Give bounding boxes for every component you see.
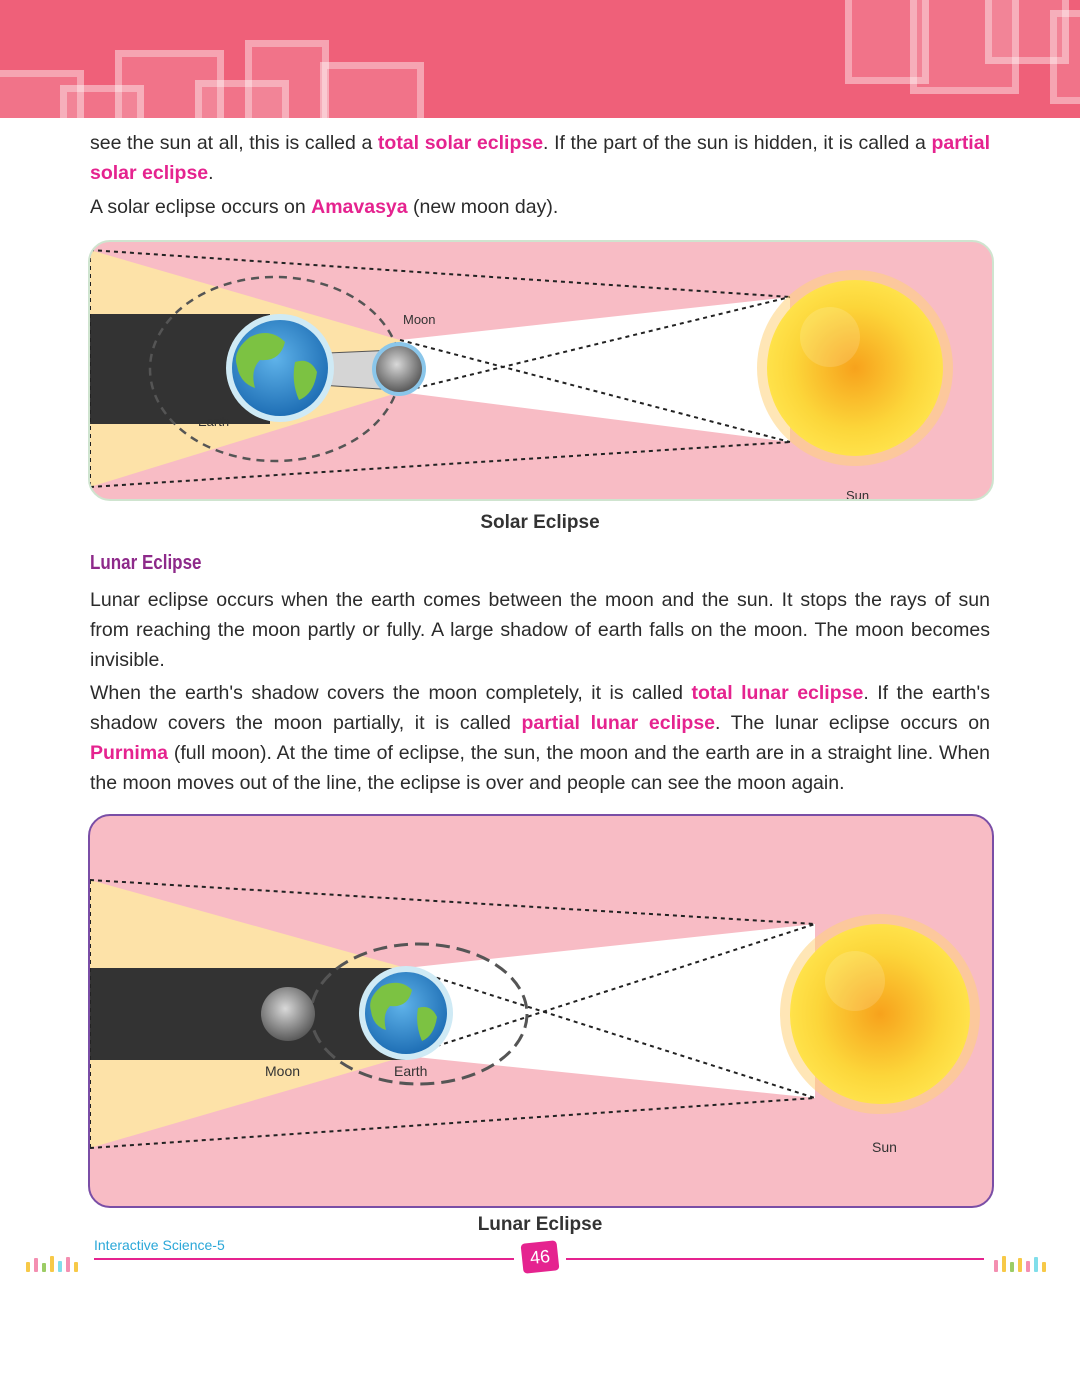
text-run: . xyxy=(208,162,214,184)
highlighted-term: total lunar eclipse xyxy=(691,682,864,704)
text-run: When the earth's shadow covers the moon … xyxy=(90,682,692,704)
highlighted-term: partial lunar eclipse xyxy=(521,712,716,734)
sun-icon xyxy=(757,270,953,466)
highlighted-term: Amavasya xyxy=(311,196,408,218)
footer-rule-right xyxy=(566,1258,984,1260)
text-run: . If the earth's shadow covers the moon … xyxy=(90,682,990,734)
earth-label: Earth xyxy=(198,414,230,429)
text-run: A solar eclipse occurs on xyxy=(90,196,312,218)
highlighted-term: Purnima xyxy=(90,742,169,764)
text-run: . If the part of the sun is hidden, it i… xyxy=(543,132,932,154)
lunar-paragraph-2: When the earth's shadow covers the moon … xyxy=(90,678,990,798)
lunar-sun-label: Sun xyxy=(872,1139,897,1155)
text-run: (full moon). At the time of eclipse, the… xyxy=(90,742,990,794)
lunar-eclipse-caption: Lunar Eclipse xyxy=(477,1214,603,1235)
text-run: Lunar eclipse occurs when the earth come… xyxy=(90,589,990,671)
footer-book-title: Interactive Science-5 xyxy=(94,1237,225,1253)
page-number-badge: 46 xyxy=(520,1240,560,1274)
intro-paragraph-1: see the sun at all, this is called a tot… xyxy=(90,128,990,188)
text-run: (new moon day). xyxy=(407,196,559,218)
lunar-earth-label: Earth xyxy=(394,1063,428,1079)
highlighted-term: total solar eclipse xyxy=(377,132,544,154)
lunar-paragraph-1: Lunar eclipse occurs when the earth come… xyxy=(90,585,990,675)
header-band xyxy=(0,0,1080,118)
lunar-moon-label: Moon xyxy=(265,1063,301,1079)
intro-paragraph-2: A solar eclipse occurs on Amavasya (new … xyxy=(90,192,990,222)
moon-label: Moon xyxy=(403,312,436,327)
text-run: . The lunar eclipse occurs on xyxy=(715,712,990,734)
sun-label: Sun xyxy=(846,488,870,501)
solar-eclipse-diagram: Moon Earth Sun xyxy=(88,240,994,501)
lunar-moon-icon xyxy=(261,987,315,1041)
footer-rule-left xyxy=(94,1258,514,1260)
footer-decoration-right xyxy=(994,1252,1054,1272)
text-run: see the sun at all, this is called a xyxy=(90,132,378,154)
highlighted-term: partial solar eclipse xyxy=(90,132,990,184)
moon-icon xyxy=(372,342,426,396)
solar-eclipse-caption: Solar Eclipse xyxy=(480,512,600,533)
lunar-sun-icon xyxy=(780,914,980,1114)
section-title-lunar-eclipse: Lunar Eclipse xyxy=(90,552,202,574)
footer-decoration-left xyxy=(26,1252,86,1272)
earth-icon xyxy=(226,314,334,422)
lunar-earth-icon xyxy=(359,966,453,1060)
lunar-eclipse-diagram: Moon Earth Sun xyxy=(88,814,994,1208)
